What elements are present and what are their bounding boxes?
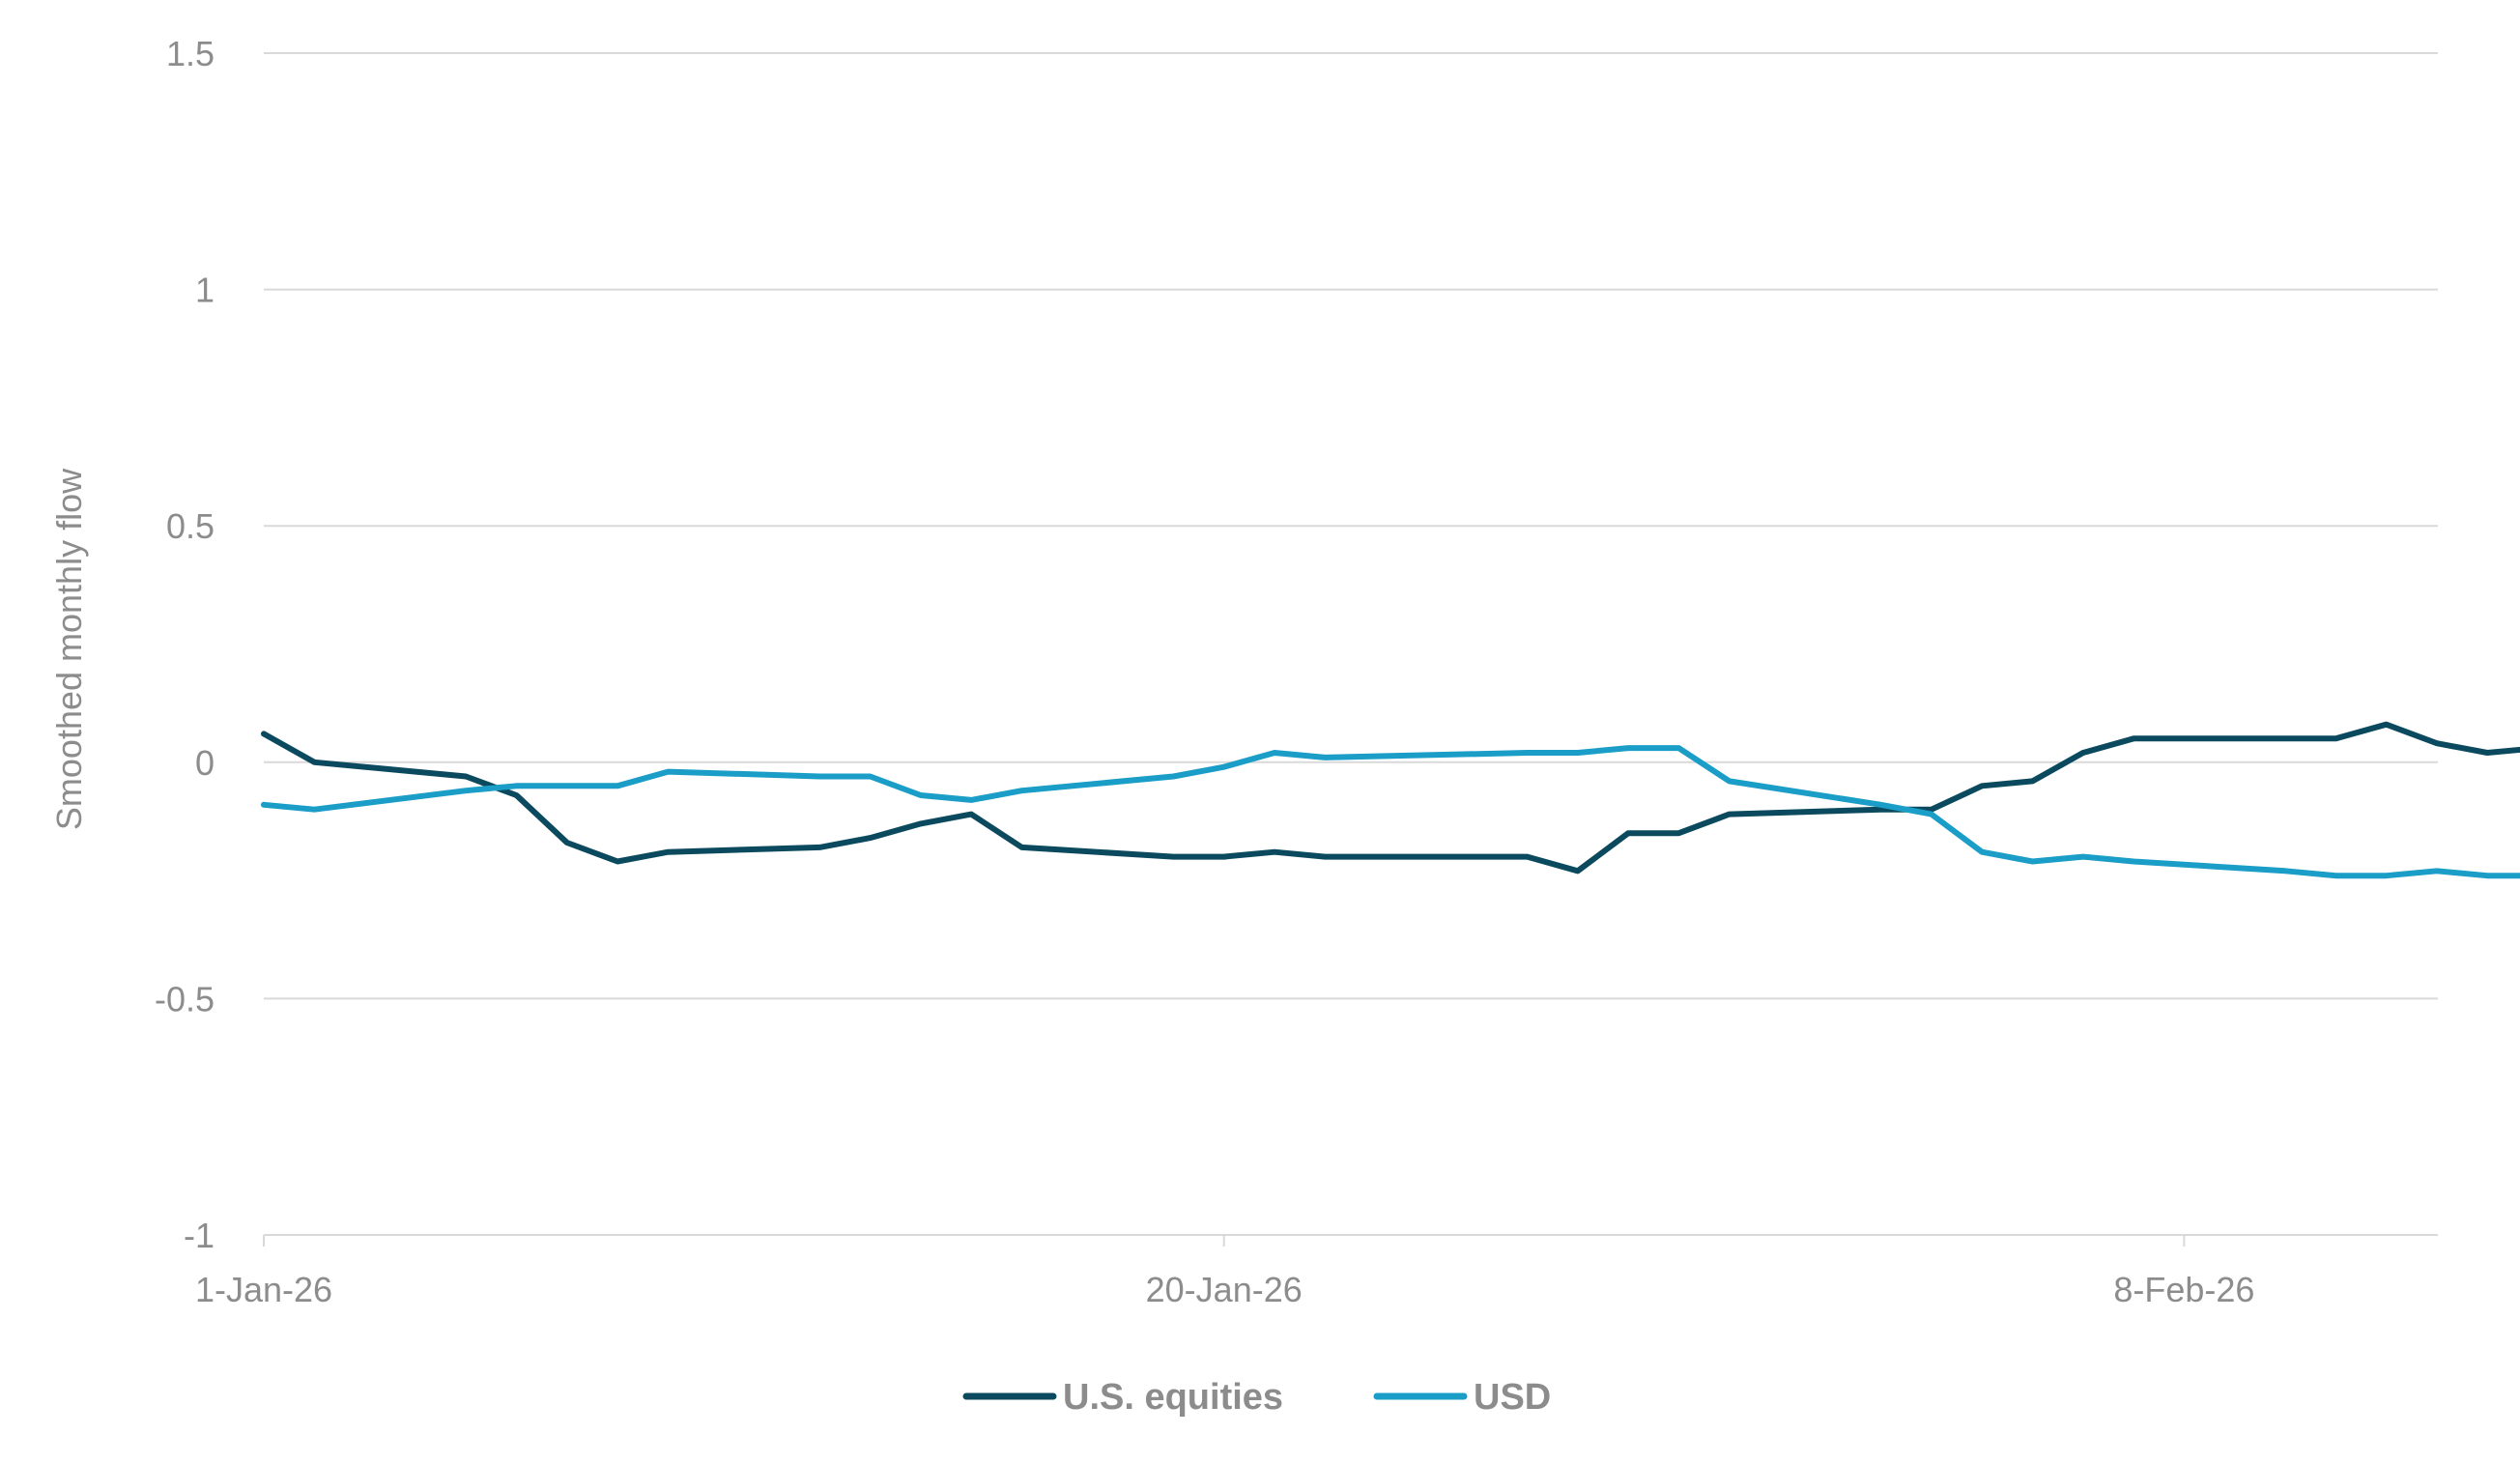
series-line-us-equities — [261, 721, 2520, 875]
series-lines — [261, 721, 2520, 879]
legend-label: USD — [1474, 1377, 1551, 1418]
legend-label: U.S. equities — [1063, 1377, 1283, 1418]
x-tick-label: 20-Jan-26 — [1146, 1270, 1303, 1309]
y-tick-label: 1 — [195, 271, 215, 310]
y-axis-ticks: -1 -0.5 0 0.5 1 1.5 — [155, 34, 215, 1255]
gridlines — [264, 52, 2438, 1236]
series-line-usd — [261, 745, 2520, 879]
legend: U.S. equities USD — [962, 1377, 1551, 1418]
y-tick-label: 0 — [195, 743, 215, 783]
y-tick-label: 0.5 — [166, 506, 215, 546]
x-axis-ticks: 1-Jan-2620-Jan-268-Feb-2627-Feb-2618-Mar… — [195, 1235, 2254, 1309]
y-tick-label: -1 — [184, 1216, 215, 1255]
y-tick-label: -0.5 — [155, 979, 215, 1018]
y-axis-title: Smoothed monthly flow — [49, 468, 89, 830]
x-tick-label: 1-Jan-26 — [195, 1270, 332, 1309]
y-tick-label: 1.5 — [166, 34, 215, 73]
x-tick-label: 8-Feb-26 — [2113, 1270, 2254, 1309]
